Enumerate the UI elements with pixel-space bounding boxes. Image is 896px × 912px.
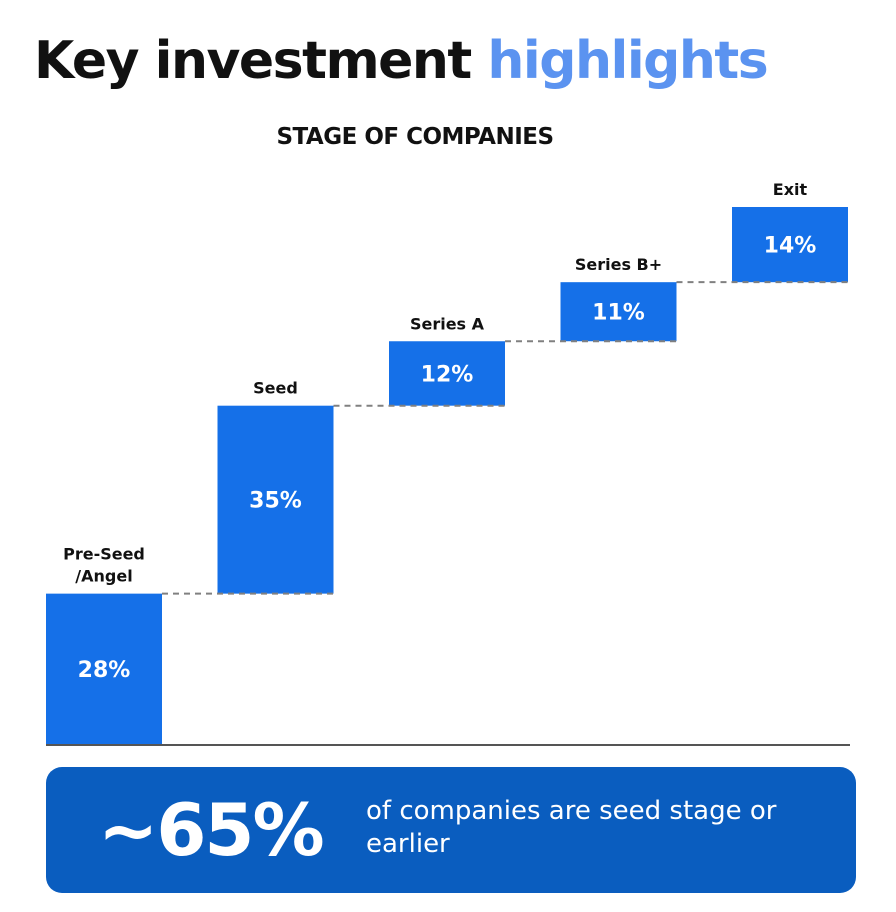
stage-label-0-line-0: Pre-Seed [63,545,145,564]
bar-3 [560,282,677,342]
bar-value-label-4: 14% [764,234,817,259]
callout-text: of companies are seed stage or earlier [366,796,777,859]
stage-label-3: Series B+ [575,255,662,274]
page-title: Key investment highlights [34,30,769,92]
page-title-main: Key investment [34,31,472,91]
callout-value: ~65% [98,788,325,872]
stage-waterfall-chart: 28% Pre-Seed/Angel 35% Seed 12% Series A 11% Se… [46,180,850,746]
bar-2 [389,341,505,406]
chart-title: STAGE OF COMPANIES [276,124,554,150]
summary-callout: ~65% of companies are seed stage or earl… [46,767,856,893]
stage-label-1: Seed [253,379,298,398]
bar-value-label-1: 35% [249,489,302,514]
page-title-accent: highlights [487,31,768,91]
stage-label-2: Series A [410,314,485,333]
stage-label-0-line-1: /Angel [75,567,132,586]
bar-value-label-0: 28% [78,658,131,683]
bar-0 [46,593,162,744]
bar-value-label-3: 11% [592,301,645,326]
bar-value-label-2: 12% [421,362,474,387]
bar-1 [217,405,334,594]
bar-4 [732,207,848,283]
stage-label-4: Exit [773,180,808,199]
